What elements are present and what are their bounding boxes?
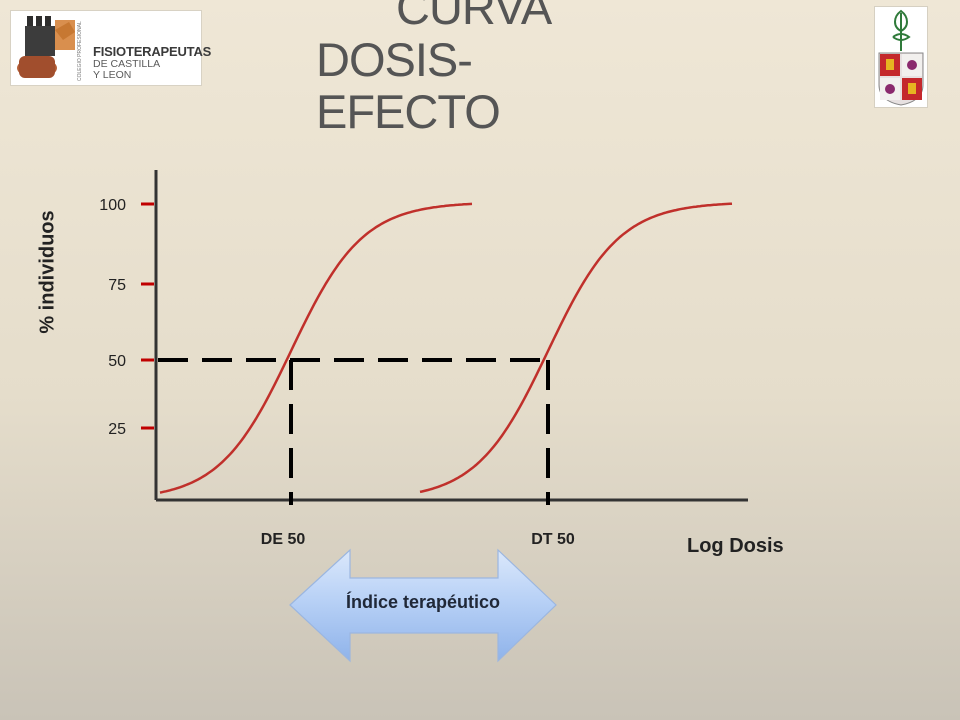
logo-fisioterapeutas: COLEGIO PROFESIONAL FISIOTERAPEUTAS DE C… bbox=[10, 10, 212, 86]
hand-logo-icon bbox=[17, 16, 75, 78]
chart-layer: 100 75 50 25 DE 50 DT 50 bbox=[99, 170, 748, 548]
y-tick-label-100: 100 bbox=[99, 197, 126, 214]
title-line-2: DOSIS- bbox=[316, 33, 473, 86]
slide-title: CURVA DOSIS- EFECTO bbox=[316, 0, 616, 138]
x-marker-label-1: DE 50 bbox=[261, 531, 306, 548]
x-marker-label-2: DT 50 bbox=[531, 531, 575, 548]
x-axis-label: Log Dosis bbox=[687, 535, 784, 557]
org-subtitle-line-1: DE CASTILLA bbox=[93, 58, 161, 70]
title-line-1: CURVA bbox=[396, 0, 552, 34]
y-axis-label: % individuos bbox=[36, 210, 59, 334]
double-arrow-shape bbox=[289, 548, 557, 663]
y-tick-label-25: 25 bbox=[108, 421, 126, 438]
dose-response-curve-1 bbox=[159, 202, 473, 494]
y-tick-label-50: 50 bbox=[108, 353, 126, 370]
org-name: FISIOTERAPEUTAS bbox=[93, 44, 212, 59]
y-tick-label-75: 75 bbox=[108, 277, 126, 294]
title-line-3: EFECTO bbox=[316, 85, 501, 138]
therapeutic-index-arrow bbox=[289, 548, 557, 663]
dose-response-curve-2 bbox=[419, 202, 733, 494]
org-subtitle: DE CASTILLA Y LEON bbox=[93, 59, 201, 81]
logo-coat-of-arms bbox=[874, 6, 928, 108]
org-subtitle-line-2: Y LEON bbox=[93, 69, 132, 81]
castilla-leon-coat-of-arms-icon bbox=[878, 9, 924, 106]
therapeutic-index-label: Índice terapéutico bbox=[345, 592, 501, 612]
